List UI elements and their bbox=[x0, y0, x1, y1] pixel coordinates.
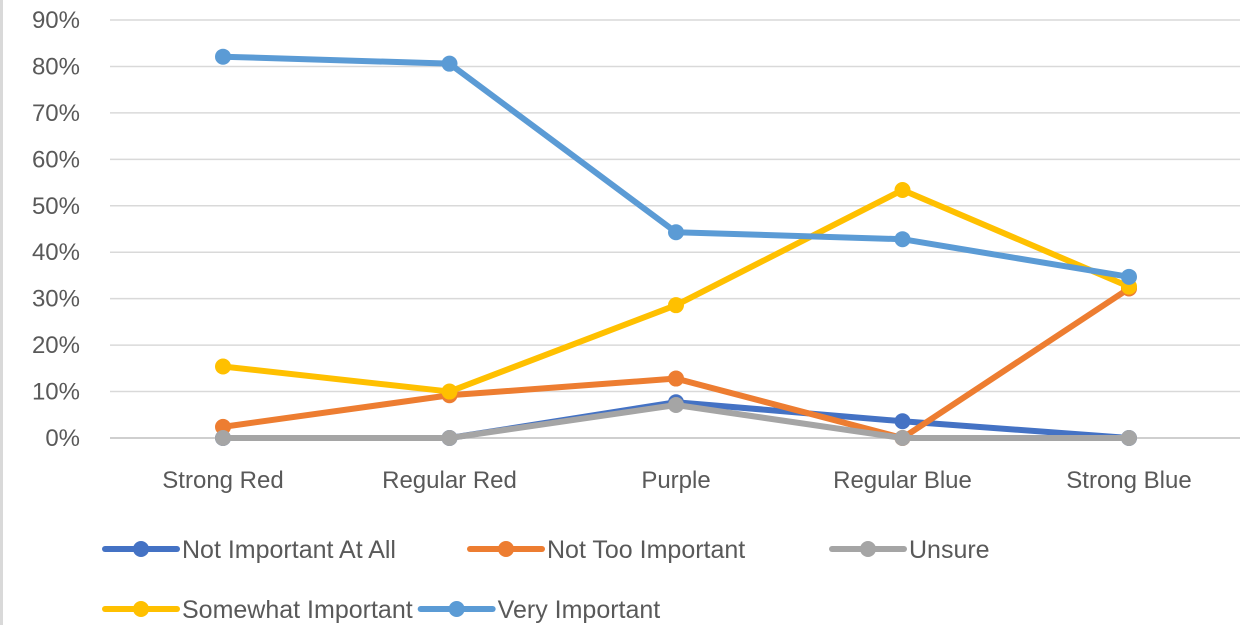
y-tick-label: 80% bbox=[32, 53, 80, 80]
y-tick-label: 0% bbox=[45, 425, 80, 452]
data-point-somewhat-important-strong-red bbox=[215, 358, 231, 375]
data-point-unsure-strong-blue bbox=[1121, 430, 1137, 446]
x-tick-label-strong-red: Strong Red bbox=[162, 467, 283, 494]
data-point-somewhat-important-regular-blue bbox=[894, 181, 911, 198]
x-axis-tick-labels: Strong Red Regular Red Purple Regular Blue S… bbox=[162, 467, 1191, 494]
x-tick-label-purple: Purple bbox=[641, 467, 710, 494]
series-very-important bbox=[215, 48, 1137, 285]
legend-label: Not Too Important bbox=[547, 536, 745, 564]
legend-item-not-too-important: Not Too Important bbox=[467, 536, 745, 564]
series-somewhat-important bbox=[215, 181, 1137, 400]
series-lines bbox=[215, 48, 1137, 446]
x-tick-label-regular-red: Regular Red bbox=[382, 467, 517, 494]
legend-marker bbox=[498, 541, 514, 557]
data-point-very-important-strong-red bbox=[215, 48, 231, 65]
legend-marker bbox=[133, 601, 149, 617]
series-unsure bbox=[215, 397, 1137, 446]
y-tick-label: 90% bbox=[32, 7, 80, 34]
legend-item-somewhat-important: Somewhat Important bbox=[102, 596, 413, 624]
data-point-not-too-important-strong-red bbox=[215, 418, 231, 435]
legend-item-very-important: Very Important bbox=[417, 596, 661, 624]
y-tick-label: 30% bbox=[32, 286, 80, 313]
legend-label: Unsure bbox=[909, 536, 990, 564]
data-point-somewhat-important-purple bbox=[668, 297, 684, 314]
y-tick-label: 10% bbox=[32, 379, 80, 406]
y-tick-label: 40% bbox=[32, 239, 80, 266]
gridlines bbox=[110, 19, 1240, 439]
series-line-somewhat-important bbox=[220, 186, 1132, 395]
legend-item-not-important-at-all: Not Important At All bbox=[102, 536, 396, 564]
data-point-somewhat-important-regular-red bbox=[441, 383, 458, 400]
x-tick-label-strong-blue: Strong Blue bbox=[1066, 467, 1191, 494]
y-tick-label: 70% bbox=[32, 100, 80, 127]
data-point-very-important-purple bbox=[668, 224, 684, 241]
legend-label: Somewhat Important bbox=[182, 596, 413, 624]
legend-marker bbox=[133, 541, 149, 557]
data-point-unsure-regular-red bbox=[441, 430, 458, 446]
y-axis-tick-labels: 0% 10% 20% 30% 40% 50% 60% 70% 80% 90% bbox=[32, 7, 80, 452]
legend: Not Important At All Not Too Important Uns… bbox=[102, 536, 990, 624]
legend-marker bbox=[448, 601, 465, 617]
data-point-very-important-regular-red bbox=[441, 55, 458, 72]
data-point-not-too-important-purple bbox=[668, 370, 684, 387]
y-tick-label: 60% bbox=[32, 146, 80, 173]
series-line-very-important bbox=[220, 53, 1132, 280]
data-point-very-important-strong-blue bbox=[1121, 268, 1137, 285]
legend-marker bbox=[860, 541, 876, 557]
data-point-unsure-regular-blue bbox=[894, 430, 911, 446]
data-point-unsure-strong-red bbox=[215, 430, 231, 446]
legend-label: Not Important At All bbox=[182, 536, 396, 564]
data-point-very-important-regular-blue bbox=[894, 231, 911, 248]
y-tick-label: 20% bbox=[32, 332, 80, 359]
legend-item-unsure: Unsure bbox=[829, 536, 990, 564]
data-point-not-important-at-all-regular-blue bbox=[894, 413, 911, 430]
legend-label: Very Important bbox=[498, 596, 661, 624]
chart-left-border bbox=[0, 0, 3, 625]
y-tick-label: 50% bbox=[32, 193, 80, 220]
x-tick-label-regular-blue: Regular Blue bbox=[833, 467, 972, 494]
data-point-unsure-purple bbox=[668, 397, 684, 414]
